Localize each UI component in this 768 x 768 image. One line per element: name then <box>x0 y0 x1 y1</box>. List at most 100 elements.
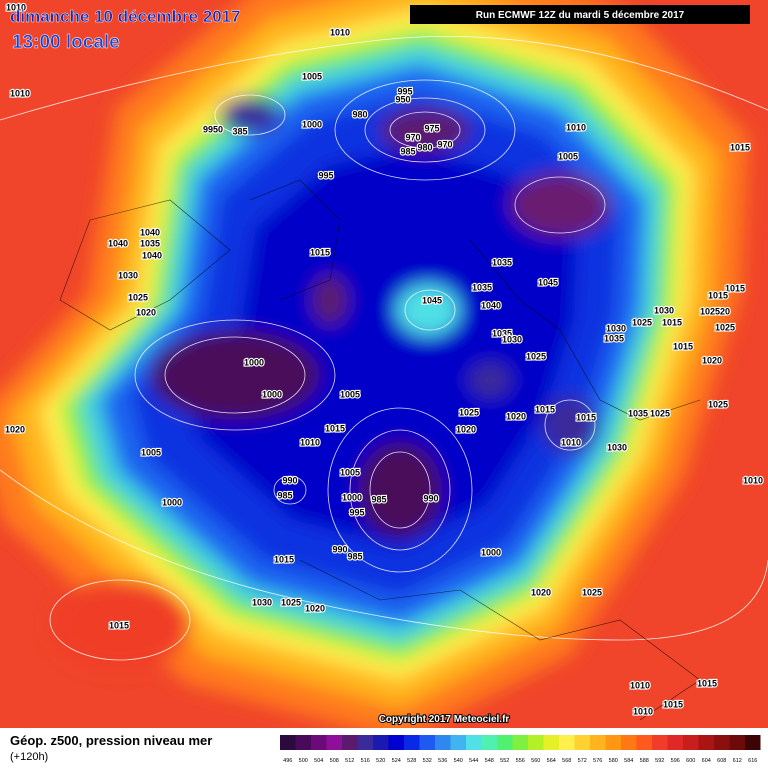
isobar-label: 1035 <box>140 238 160 248</box>
color-swatch <box>683 735 699 750</box>
run-info: Run ECMWF 12Z du mardi 5 décembre 2017 <box>476 10 685 21</box>
isobar-label: 1015 <box>109 620 129 630</box>
isobar-label: 1000 <box>481 547 501 557</box>
isobar-label: 1000 <box>302 119 322 129</box>
low-core <box>380 108 470 152</box>
color-swatch <box>435 735 451 750</box>
isobar-label: 1010 <box>630 680 650 690</box>
height-band <box>184 144 577 549</box>
isobar-label: 1015 <box>662 317 682 327</box>
isobar-label: 385 <box>232 126 247 136</box>
low-core <box>150 330 320 420</box>
isobar-label: 1030 <box>654 305 674 315</box>
isobar-label: 1000 <box>342 492 362 502</box>
colorbar-label: 544 <box>469 758 478 764</box>
colorbar-label: 504 <box>314 758 323 764</box>
color-swatch <box>512 735 528 750</box>
isobar-label: 1045 <box>538 277 558 287</box>
isobar-label: 1000 <box>162 497 182 507</box>
isobar-label: 975 <box>424 123 439 133</box>
colorbar-label: 532 <box>423 758 432 764</box>
isobar-label: 1000 <box>244 357 264 367</box>
isobar-label: 1025 <box>459 407 479 417</box>
colorbar-label: 564 <box>547 758 556 764</box>
isobar-label: 1030 <box>502 334 522 344</box>
isobar-label: 1030 <box>606 323 626 333</box>
isobar-label: 980 <box>417 142 432 152</box>
isobar-label: 1035 <box>492 257 512 267</box>
isobar-label: 1005 <box>340 389 360 399</box>
isobar-label: 1015 <box>708 290 728 300</box>
height-field <box>0 0 748 728</box>
isobar-label: 990 <box>423 493 438 503</box>
color-swatch <box>357 735 373 750</box>
color-swatch <box>574 735 590 750</box>
legend-title: Géop. z500, pression niveau mer <box>10 733 212 748</box>
color-swatch <box>326 735 342 750</box>
colorbar-label: 580 <box>609 758 618 764</box>
color-swatch <box>481 735 497 750</box>
isobar-label: 102520 <box>700 306 730 316</box>
isobar-label: 1025 <box>632 317 652 327</box>
isobar-label: 1020 <box>136 307 156 317</box>
isobar-label: 1030 <box>118 270 138 280</box>
legend-subtitle: (+120h) <box>10 751 48 763</box>
isobar-label: 1015 <box>576 412 596 422</box>
colorbar-label: 516 <box>361 758 370 764</box>
color-swatch <box>559 735 575 750</box>
isobar-label: 1010 <box>566 122 586 132</box>
color-swatch <box>497 735 513 750</box>
color-swatch <box>729 735 745 750</box>
isobar-label: 1040 <box>481 300 501 310</box>
isobar-label: 1005 <box>558 151 578 161</box>
color-swatch <box>373 735 389 750</box>
isobar-label: 1015 <box>725 283 745 293</box>
isobar-label: 1030 <box>252 597 272 607</box>
isobar-label: 1010 <box>6 2 26 12</box>
isobar-label: 1015 <box>663 699 683 709</box>
colorbar-label: 612 <box>733 758 742 764</box>
colorbar-label: 560 <box>531 758 540 764</box>
isobar-label: 9950 <box>203 124 223 134</box>
colorbar-label: 592 <box>655 758 664 764</box>
color-swatch <box>528 735 544 750</box>
isobar-label: 995 <box>318 170 333 180</box>
isobar-label: 1040 <box>140 227 160 237</box>
colorbar-label: 584 <box>624 758 633 764</box>
isobar-label: 995 <box>397 86 412 96</box>
colorbar-label: 536 <box>438 758 447 764</box>
isobar-label: 1025 <box>650 408 670 418</box>
color-swatch <box>636 735 652 750</box>
coastlines <box>59 179 701 721</box>
copyright: Copyright 2017 Meteociel.fr <box>379 714 510 725</box>
color-swatch <box>621 735 637 750</box>
isobar-label: 1020 <box>305 603 325 613</box>
isobar-label: 1015 <box>325 423 345 433</box>
colorbar-label: 500 <box>299 758 308 764</box>
isobar-label: 1015 <box>697 678 717 688</box>
colorbar-label: 600 <box>686 758 695 764</box>
isobar-label: 990 <box>282 475 297 485</box>
colorbar-label: 568 <box>562 758 571 764</box>
isobar-label: 1010 <box>561 437 581 447</box>
isobar-label: 1020 <box>702 355 722 365</box>
low-core <box>312 275 348 325</box>
isobar-label: 1040 <box>108 238 128 248</box>
isobar-label: 1020 <box>456 424 476 434</box>
colorbar-label: 528 <box>407 758 416 764</box>
colorbar-label: 576 <box>593 758 602 764</box>
colorbar-label: 524 <box>392 758 401 764</box>
isobar-label: 1035 <box>472 282 492 292</box>
colorbar-label: 552 <box>500 758 509 764</box>
isobar-label: 985 <box>277 490 292 500</box>
isobar-label: 1010 <box>743 475 763 485</box>
colorbar-label: 540 <box>454 758 463 764</box>
isobar-label: 1040 <box>142 250 162 260</box>
isobar-label: 1010 <box>10 88 30 98</box>
isobar-label: 1035 <box>492 328 512 338</box>
colorbar-label: 616 <box>748 758 757 764</box>
isobar-label: 1025 <box>526 351 546 361</box>
color-swatch <box>714 735 730 750</box>
